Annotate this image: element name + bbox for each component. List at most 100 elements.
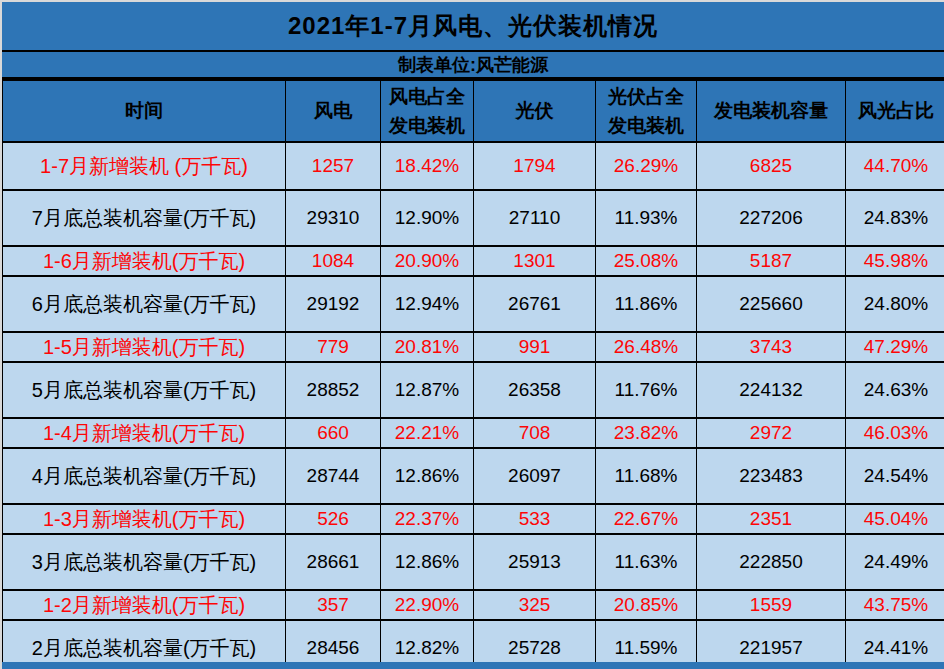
cell-pv-share: 25.08% — [596, 246, 697, 276]
cell-wind-pv-share: 24.49% — [846, 534, 944, 590]
cell-pv: 25913 — [474, 534, 596, 590]
row-label: 7月底总装机容量(万千瓦) — [3, 190, 286, 246]
cell-total-capacity: 222850 — [697, 534, 846, 590]
cell-total-capacity: 223483 — [697, 448, 846, 504]
column-header-pv-share: 光伏占全发电装机 — [596, 80, 697, 142]
cell-wind-share: 18.42% — [381, 142, 474, 190]
cell-total-capacity: 1559 — [697, 590, 846, 620]
row-label: 1-4月新增装机(万千瓦) — [3, 418, 286, 448]
data-table: 时间 风电 风电占全发电装机 光伏 光伏占全发电装机 发电装机容量 风光占比 1… — [2, 79, 944, 669]
table-subtitle: 制表单位:风芒能源 — [2, 52, 944, 79]
cell-pv: 533 — [474, 504, 596, 534]
cell-pv-share: 26.29% — [596, 142, 697, 190]
cell-wind: 29310 — [286, 190, 381, 246]
column-header-wind-share: 风电占全发电装机 — [381, 80, 474, 142]
cell-wind: 1257 — [286, 142, 381, 190]
cell-wind-share: 12.90% — [381, 190, 474, 246]
cell-wind: 28744 — [286, 448, 381, 504]
cell-pv: 325 — [474, 590, 596, 620]
cell-wind-share: 12.94% — [381, 276, 474, 332]
cell-wind-share: 20.81% — [381, 332, 474, 362]
cell-pv-share: 11.86% — [596, 276, 697, 332]
row-label: 6月底总装机容量(万千瓦) — [3, 276, 286, 332]
table-row: 7月底总装机容量(万千瓦) 29310 12.90% 27110 11.93% … — [3, 190, 944, 246]
cell-wind-pv-share: 43.75% — [846, 590, 944, 620]
table-row: 1-3月新增装机(万千瓦) 526 22.37% 533 22.67% 2351… — [3, 504, 944, 534]
cell-wind-pv-share: 24.80% — [846, 276, 944, 332]
table-row: 1-7月新增装机 (万千瓦) 1257 18.42% 1794 26.29% 6… — [3, 142, 944, 190]
cell-total-capacity: 3743 — [697, 332, 846, 362]
row-label: 1-7月新增装机 (万千瓦) — [3, 142, 286, 190]
cell-pv: 1794 — [474, 142, 596, 190]
cell-wind-share: 12.86% — [381, 448, 474, 504]
footer-bar — [2, 662, 944, 669]
cell-wind-pv-share: 45.98% — [846, 246, 944, 276]
cell-wind-share: 22.21% — [381, 418, 474, 448]
column-header-total-capacity: 发电装机容量 — [697, 80, 846, 142]
cell-pv: 26761 — [474, 276, 596, 332]
cell-wind-pv-share: 24.83% — [846, 190, 944, 246]
row-label: 1-6月新增装机(万千瓦) — [3, 246, 286, 276]
table-row: 5月底总装机容量(万千瓦) 28852 12.87% 26358 11.76% … — [3, 362, 944, 418]
table-row: 3月底总装机容量(万千瓦) 28661 12.86% 25913 11.63% … — [3, 534, 944, 590]
cell-wind-share: 12.87% — [381, 362, 474, 418]
page-title: 2021年1-7月风电、光伏装机情况 — [2, 2, 944, 52]
cell-wind-share: 22.37% — [381, 504, 474, 534]
cell-wind: 28661 — [286, 534, 381, 590]
table-row: 6月底总装机容量(万千瓦) 29192 12.94% 26761 11.86% … — [3, 276, 944, 332]
cell-pv: 1301 — [474, 246, 596, 276]
table-row: 1-2月新增装机(万千瓦) 357 22.90% 325 20.85% 1559… — [3, 590, 944, 620]
cell-pv-share: 11.63% — [596, 534, 697, 590]
cell-wind-pv-share: 24.54% — [846, 448, 944, 504]
cell-total-capacity: 5187 — [697, 246, 846, 276]
cell-pv: 991 — [474, 332, 596, 362]
column-header-time: 时间 — [3, 80, 286, 142]
cell-pv-share: 22.67% — [596, 504, 697, 534]
cell-total-capacity: 6825 — [697, 142, 846, 190]
row-label: 5月底总装机容量(万千瓦) — [3, 362, 286, 418]
row-label: 1-3月新增装机(万千瓦) — [3, 504, 286, 534]
row-label: 1-5月新增装机(万千瓦) — [3, 332, 286, 362]
cell-wind-share: 22.90% — [381, 590, 474, 620]
column-header-wind: 风电 — [286, 80, 381, 142]
table-row: 4月底总装机容量(万千瓦) 28744 12.86% 26097 11.68% … — [3, 448, 944, 504]
cell-total-capacity: 227206 — [697, 190, 846, 246]
cell-wind-share: 20.90% — [381, 246, 474, 276]
cell-pv-share: 26.48% — [596, 332, 697, 362]
table-row: 1-6月新增装机(万千瓦) 1084 20.90% 1301 25.08% 51… — [3, 246, 944, 276]
cell-total-capacity: 224132 — [697, 362, 846, 418]
cell-pv-share: 11.76% — [596, 362, 697, 418]
cell-pv-share: 11.93% — [596, 190, 697, 246]
column-header-wind-pv-share: 风光占比 — [846, 80, 944, 142]
row-label: 4月底总装机容量(万千瓦) — [3, 448, 286, 504]
cell-wind-share: 12.86% — [381, 534, 474, 590]
cell-wind-pv-share: 24.63% — [846, 362, 944, 418]
cell-pv: 27110 — [474, 190, 596, 246]
cell-pv: 708 — [474, 418, 596, 448]
row-label: 3月底总装机容量(万千瓦) — [3, 534, 286, 590]
cell-total-capacity: 225660 — [697, 276, 846, 332]
cell-pv: 26358 — [474, 362, 596, 418]
cell-pv-share: 23.82% — [596, 418, 697, 448]
cell-pv-share: 11.68% — [596, 448, 697, 504]
table-row: 1-5月新增装机(万千瓦) 779 20.81% 991 26.48% 3743… — [3, 332, 944, 362]
cell-wind: 660 — [286, 418, 381, 448]
cell-total-capacity: 2972 — [697, 418, 846, 448]
table-sheet: 2021年1-7月风电、光伏装机情况 制表单位:风芒能源 时间 风电 风电占全发… — [0, 0, 944, 669]
cell-wind: 357 — [286, 590, 381, 620]
cell-wind: 1084 — [286, 246, 381, 276]
cell-wind: 28852 — [286, 362, 381, 418]
cell-pv-share: 20.85% — [596, 590, 697, 620]
cell-wind: 29192 — [286, 276, 381, 332]
row-label: 1-2月新增装机(万千瓦) — [3, 590, 286, 620]
cell-wind: 526 — [286, 504, 381, 534]
cell-wind-pv-share: 44.70% — [846, 142, 944, 190]
cell-wind: 779 — [286, 332, 381, 362]
cell-pv: 26097 — [474, 448, 596, 504]
cell-total-capacity: 2351 — [697, 504, 846, 534]
column-header-pv: 光伏 — [474, 80, 596, 142]
header-row: 时间 风电 风电占全发电装机 光伏 光伏占全发电装机 发电装机容量 风光占比 — [3, 80, 944, 142]
cell-wind-pv-share: 47.29% — [846, 332, 944, 362]
cell-wind-pv-share: 46.03% — [846, 418, 944, 448]
cell-wind-pv-share: 45.04% — [846, 504, 944, 534]
